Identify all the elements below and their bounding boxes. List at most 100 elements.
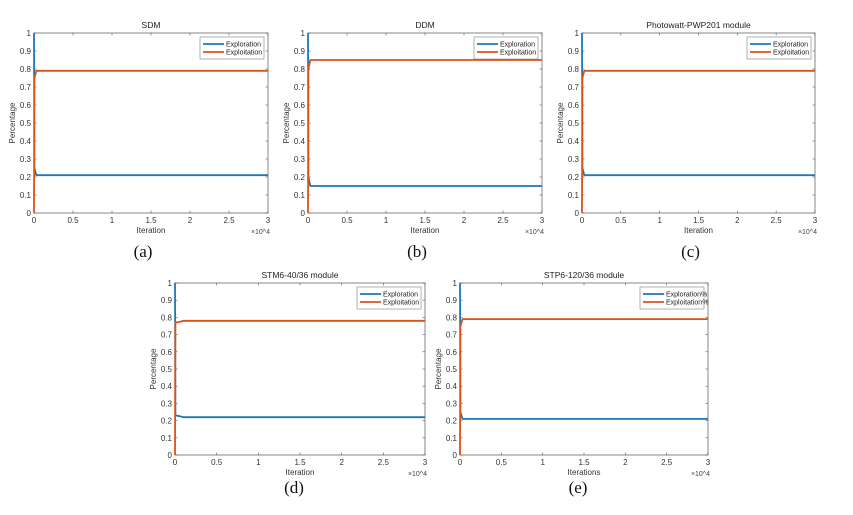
y-tick-label: 0.6 [446,348,458,357]
y-tick-label: 0.3 [161,399,173,408]
x-tick-label: 1.5 [693,216,705,225]
y-tick-label: 1 [27,29,32,38]
y-tick-label: 1 [453,279,458,288]
x-tick-label: 2 [735,216,740,225]
y-tick-label: 0.4 [161,382,173,391]
y-tick-label: 0.7 [568,83,580,92]
y-tick-label: 0.1 [161,434,173,443]
y-tick-label: 0.3 [446,399,458,408]
y-tick-label: 0.8 [568,65,580,74]
y-tick-label: 0.8 [161,313,173,322]
x-tick-label: 0.5 [341,216,353,225]
axes-box [581,32,816,214]
subplot-b: DDM 0 0.5 1 1.5 2 2.5 3 0 0.1 0.2 0.3 0.4 0.5 0.6 0.7 0.… [282,20,545,261]
y-tick-label: 0.3 [568,155,580,164]
y-tick-label: 0.2 [294,173,306,182]
legend-box [199,36,265,60]
x-tick-label: 2 [188,216,193,225]
legend-entry: Exploitation% [666,300,708,307]
subplot-caption: (d) [284,478,304,497]
x-tick-label: 1.5 [419,216,431,225]
subplot-e: STP6-120/36 module 0 0.5 1 1.5 2 2.5 3 0 0.1 0.2 0.… [434,270,711,497]
y-tick-label: 0.9 [20,47,32,56]
y-tick-label: 0.7 [161,331,173,340]
y-axis-label: Percentage [8,102,17,143]
y-tick-label: 0.5 [20,119,32,128]
y-tick-label: 0.6 [568,101,580,110]
axes-box [174,282,426,456]
y-tick-label: 0.8 [446,313,458,322]
legend-box [746,36,812,60]
legend-entry: Exploration [773,42,808,49]
y-tick-label: 0.9 [446,296,458,305]
legend-box [639,286,705,310]
x-axis-label: Iteration [137,226,166,235]
x-tick-label: 3 [813,216,818,225]
y-tick-label: 0.1 [20,191,32,200]
y-tick-label: 0.9 [161,296,173,305]
legend: Exploration%Exploitation% [639,286,708,310]
legend-entry: Exploitation [226,50,262,57]
y-axis-label: Percentage [556,102,565,143]
legend-entry: Exploration [226,42,261,49]
series-line-exploitation [307,59,542,214]
legend-box [473,36,539,60]
series-line-exploitation [581,69,815,214]
x-multiplier-label: ×10^4 [251,229,270,236]
y-tick-label: 0.2 [568,173,580,182]
x-multiplier-label: ×10^4 [408,471,427,478]
chart-title: DDM [415,20,434,30]
x-axis-label: Iteration [286,468,315,477]
y-tick-label: 1 [168,279,173,288]
x-tick-label: 0 [580,216,585,225]
subplot-a: SDM 0 0.5 1 1.5 2 2.5 3 0 0.1 0.2 0.3 0.4 0.5 0.6 0.7 0.… [8,20,271,261]
x-tick-label: 2.5 [378,458,390,467]
axes-box [459,282,709,456]
x-tick-label: 2 [462,216,467,225]
x-tick-label: 0.5 [615,216,627,225]
y-tick-label: 0.5 [161,365,173,374]
y-tick-label: 0 [453,451,458,460]
x-tick-label: 1 [110,216,115,225]
x-tick-label: 1 [540,458,545,467]
legend-entry: Exploitation [773,50,809,57]
y-tick-label: 0.2 [446,417,458,426]
x-tick-label: 2.5 [497,216,509,225]
x-tick-label: 2 [339,458,344,467]
x-axis-label: Iterations [568,468,601,477]
legend-entry: Exploitation [500,50,536,57]
series-line-exploitation [174,319,425,456]
legend-entry: Exploration [500,42,535,49]
y-tick-label: 0.4 [20,137,32,146]
y-axis-label: Percentage [149,348,158,389]
y-tick-label: 0 [168,451,173,460]
chart-title: STP6-120/36 module [544,270,625,280]
y-tick-label: 0.7 [20,83,32,92]
x-tick-label: 1 [384,216,389,225]
y-tick-label: 0.1 [446,434,458,443]
x-tick-label: 0.5 [496,458,508,467]
x-tick-label: 0 [32,216,37,225]
y-tick-label: 0.4 [446,382,458,391]
y-tick-label: 0.6 [20,101,32,110]
x-tick-label: 1 [657,216,662,225]
x-axis-label: Iteration [684,226,713,235]
y-tick-label: 0 [301,209,306,218]
y-tick-label: 0.8 [294,65,306,74]
x-tick-label: 2.5 [771,216,783,225]
subplot-caption: (e) [569,478,588,497]
x-tick-label: 1 [256,458,261,467]
y-tick-label: 0.6 [294,101,306,110]
x-multiplier-label: ×10^4 [798,229,817,236]
x-tick-label: 0.5 [211,458,223,467]
series-line-exploitation [459,318,708,456]
y-tick-label: 0.9 [294,47,306,56]
x-tick-label: 3 [706,458,711,467]
legend-box [356,286,422,310]
chart-title: SDM [142,20,161,30]
y-tick-label: 0.4 [568,137,580,146]
y-tick-label: 0.3 [294,155,306,164]
